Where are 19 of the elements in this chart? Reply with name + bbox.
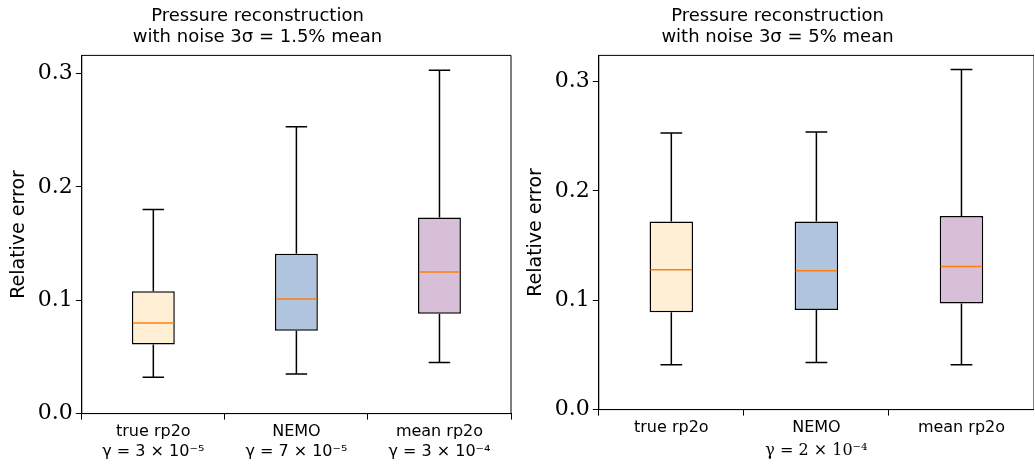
x-tick-label: NEMO xyxy=(792,417,841,437)
x-axis-title: γ = 2 × 10⁻⁴ xyxy=(765,439,868,459)
y-tick-label: 0.2 xyxy=(37,172,73,198)
y-tick-label: 0.2 xyxy=(554,176,590,202)
y-tick-label: 0.3 xyxy=(37,59,73,85)
x-tick-label: mean rp2o γ = 3 × 10⁻⁴ xyxy=(388,421,491,460)
x-tick-label: true rp2o γ = 3 × 10⁻⁵ xyxy=(102,421,205,460)
y-tick-label: 0.3 xyxy=(554,67,590,93)
y-tick-label: 0.1 xyxy=(554,286,590,311)
x-tick-label: NEMO γ = 7 × 10⁻⁵ xyxy=(245,421,348,460)
y-axis-title: Relative error xyxy=(523,167,546,297)
y-axis-title: Relative error xyxy=(6,169,29,299)
x-tick-label: true rp2o xyxy=(634,417,709,437)
chart-title: Pressure reconstruction with noise 3σ = 1.5% mean xyxy=(132,4,383,46)
y-tick-label: 0.0 xyxy=(37,399,73,425)
x-tick-label: mean rp2o xyxy=(917,417,1006,437)
y-tick-label: 0.0 xyxy=(554,395,590,421)
chart-title: Pressure reconstruction with noise 3σ = 5% mean xyxy=(661,4,894,46)
y-tick-label: 0.1 xyxy=(37,285,73,311)
